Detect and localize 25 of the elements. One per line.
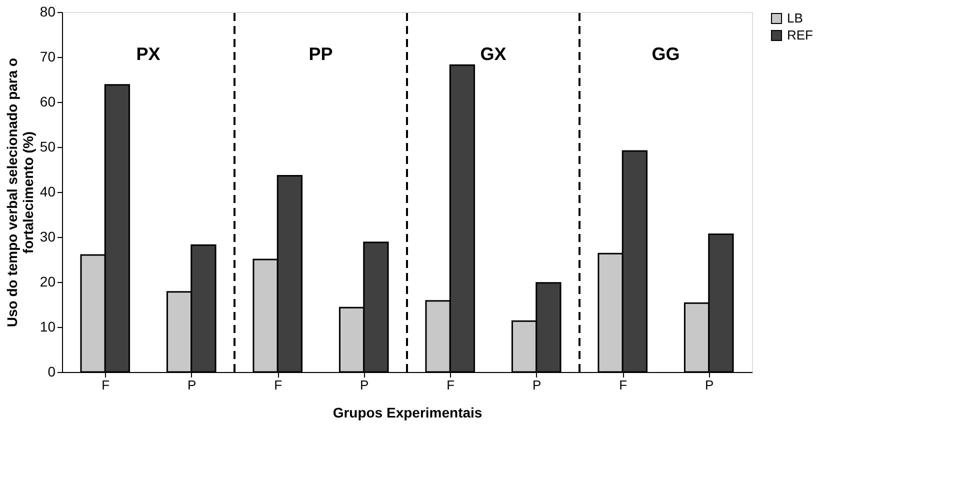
x-tick-label: F <box>619 378 628 392</box>
x-tick-label: P <box>360 378 369 392</box>
legend-label: LB <box>787 10 803 26</box>
annotation: GX <box>480 44 506 64</box>
x-tick-label: P <box>705 378 714 392</box>
x-tick-label: F <box>102 378 110 392</box>
x-tick-label: P <box>532 378 542 392</box>
annotation: PX <box>136 44 160 64</box>
y-axis-title: Uso do tempo verbal selecionado para o fortalecimento (%) <box>4 58 36 328</box>
annotation: GG <box>652 44 680 64</box>
y-tick-label: 80 <box>40 4 56 20</box>
y-tick-label: 70 <box>40 48 56 64</box>
y-tick-label: 20 <box>40 274 56 290</box>
y-tick-label: 50 <box>40 138 56 154</box>
x-tick-label: F <box>274 378 282 392</box>
annotation: PP <box>308 44 333 64</box>
x-tick-label: F <box>446 378 455 392</box>
y-tick-label: 60 <box>40 94 56 110</box>
y-tick-label: 0 <box>48 364 56 380</box>
x-tick-label: P <box>188 378 196 392</box>
y-tick-label: 40 <box>40 184 56 200</box>
y-tick-label: 30 <box>40 228 56 244</box>
legend-label: REF <box>787 28 814 42</box>
x-axis-title: Grupos Experimentais <box>332 404 482 420</box>
y-tick-label: 10 <box>40 318 56 334</box>
